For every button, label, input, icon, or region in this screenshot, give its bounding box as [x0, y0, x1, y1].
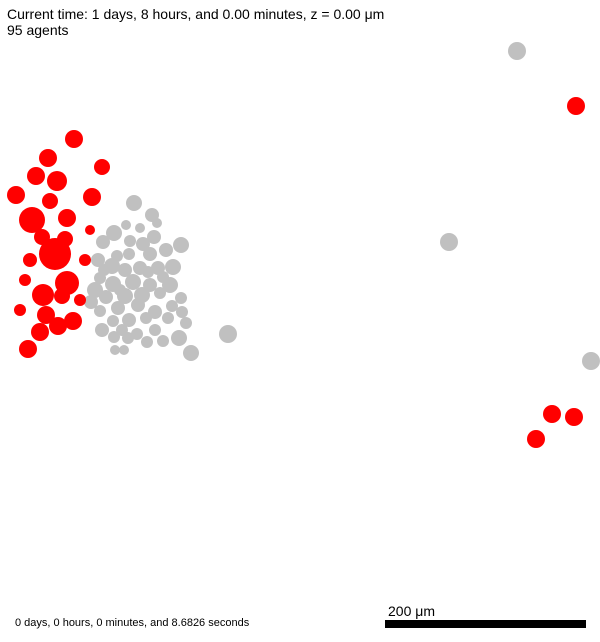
gray-agent — [140, 312, 152, 324]
gray-agent — [107, 315, 119, 327]
gray-agent — [84, 295, 98, 309]
gray-agent — [142, 266, 154, 278]
gray-agent — [131, 298, 145, 312]
gray-agent — [111, 301, 125, 315]
red-agent — [31, 323, 49, 341]
gray-agent — [154, 287, 166, 299]
gray-agent — [508, 42, 526, 60]
red-agent — [64, 312, 82, 330]
red-agent — [39, 238, 71, 270]
gray-agent — [118, 263, 132, 277]
gray-agent — [147, 230, 161, 244]
gray-agent — [121, 220, 131, 230]
gray-agent — [114, 284, 126, 296]
red-agent — [543, 405, 561, 423]
gray-agent — [123, 248, 135, 260]
gray-agent — [87, 282, 103, 298]
red-agent — [37, 306, 55, 324]
gray-agent — [99, 290, 113, 304]
red-agent — [39, 149, 57, 167]
gray-agent — [106, 225, 122, 241]
gray-agent — [136, 237, 150, 251]
red-agent — [23, 253, 37, 267]
gray-agent — [183, 345, 199, 361]
gray-agent — [582, 352, 600, 370]
gray-agent — [159, 243, 173, 257]
gray-agent — [122, 313, 136, 327]
red-agent — [14, 304, 26, 316]
gray-agent — [175, 292, 187, 304]
red-agent — [527, 430, 545, 448]
red-agent — [74, 294, 86, 306]
red-agent — [58, 209, 76, 227]
gray-agent — [95, 323, 109, 337]
red-agent — [7, 186, 25, 204]
gray-agent — [122, 332, 134, 344]
red-agent — [79, 254, 91, 266]
gray-agent — [124, 235, 136, 247]
gray-agent — [173, 237, 189, 253]
gray-agent — [91, 253, 105, 267]
gray-agent — [148, 305, 162, 319]
red-agent — [565, 408, 583, 426]
gray-agent — [166, 300, 178, 312]
red-agent — [65, 130, 83, 148]
gray-agent — [131, 328, 143, 340]
gray-agent — [125, 274, 141, 290]
gray-agent — [96, 235, 110, 249]
elapsed-time-label: 0 days, 0 hours, 0 minutes, and 8.6826 s… — [15, 617, 250, 629]
gray-agent — [98, 264, 110, 276]
scale-bar — [385, 620, 586, 628]
gray-agent — [126, 195, 142, 211]
red-agent — [85, 225, 95, 235]
red-agent — [27, 167, 45, 185]
gray-agent — [152, 218, 162, 228]
red-agent — [19, 274, 31, 286]
scale-bar-label: 200 μm — [388, 603, 435, 619]
gray-agent — [135, 223, 145, 233]
gray-agent — [119, 345, 129, 355]
gray-agent — [162, 312, 174, 324]
red-agent — [47, 171, 67, 191]
red-agent — [94, 159, 110, 175]
current-time-label: Current time: 1 days, 8 hours, and 0.00 … — [7, 6, 385, 22]
red-agent — [567, 97, 585, 115]
red-agent — [83, 188, 101, 206]
gray-agent — [94, 305, 106, 317]
red-agent — [19, 207, 45, 233]
gray-agent — [157, 335, 169, 347]
gray-agent — [165, 259, 181, 275]
red-agent — [19, 340, 37, 358]
gray-agent — [149, 324, 161, 336]
red-agent — [32, 284, 54, 306]
gray-agent — [180, 317, 192, 329]
red-agent — [42, 193, 58, 209]
gray-agent — [157, 271, 169, 283]
gray-agent — [219, 325, 237, 343]
gray-agent — [143, 247, 157, 261]
gray-agent — [171, 330, 187, 346]
red-agent — [54, 288, 70, 304]
gray-agent — [440, 233, 458, 251]
gray-agent — [141, 336, 153, 348]
agent-count-label: 95 agents — [7, 22, 69, 38]
red-agent — [49, 317, 67, 335]
gray-agent — [108, 331, 120, 343]
gray-agent — [176, 306, 188, 318]
gray-agent — [110, 345, 120, 355]
